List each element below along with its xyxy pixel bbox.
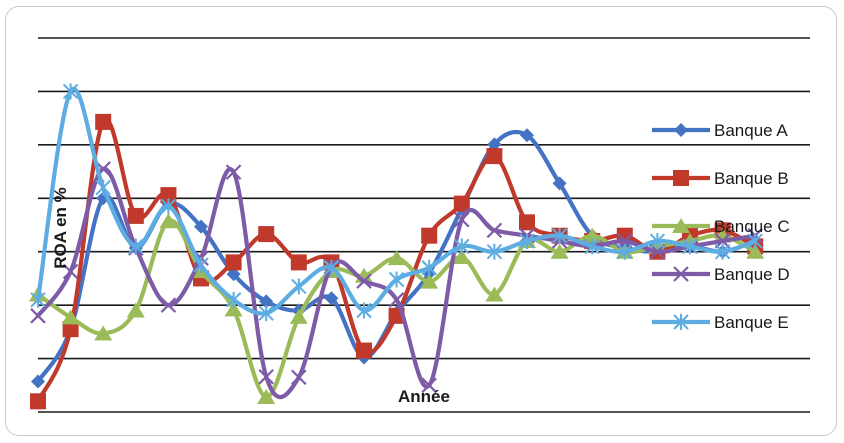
series-layer [29,83,765,410]
data-point [95,179,111,196]
data-point [420,273,439,289]
data-point [257,389,276,405]
data-point [674,123,688,137]
data-point [323,259,340,276]
data-point [30,291,46,308]
data-point [388,271,405,288]
data-point [672,218,690,233]
data-point [225,291,242,308]
legend: Banque A Banque B Banque C Banque D Banque E [652,121,790,332]
data-point [583,227,602,243]
data-point [95,113,112,130]
data-point [62,321,79,338]
data-point [649,233,666,250]
data-point [520,128,534,143]
data-point [160,297,177,313]
data-point [584,238,600,255]
data-point [617,243,633,260]
data-point [225,164,242,180]
data-point [258,368,274,385]
legend-label: Banque A [714,121,788,140]
x-axis-label: Année [398,387,450,406]
legend-item: Banque E [652,313,789,332]
series-banque-e [30,83,763,322]
data-point [160,198,177,215]
legend-item: Banque A [652,121,788,140]
data-point [259,294,274,309]
data-point [356,302,372,319]
data-point [485,286,504,302]
data-point [486,243,503,260]
data-point [258,226,275,243]
data-point [454,238,470,255]
data-point [291,369,307,386]
legend-label: Banque E [714,313,789,332]
data-point [421,227,438,244]
series-line [35,166,758,400]
legend-label: Banque D [714,265,790,284]
data-point [356,342,372,359]
data-point [30,308,46,324]
data-point [224,301,243,317]
data-point [291,278,307,295]
data-point [550,243,569,259]
data-point [225,254,242,271]
data-point [31,374,45,389]
data-point [126,302,145,318]
data-point [747,233,763,250]
data-point [552,176,567,191]
data-point [454,211,470,228]
data-point [714,243,731,260]
data-point [62,263,79,280]
data-point [746,243,765,259]
data-point [421,259,437,276]
data-point [290,254,307,271]
data-point [30,393,46,410]
legend-item: Banque D [652,265,790,284]
data-point [226,267,241,282]
data-point [61,309,80,325]
data-point [486,222,503,239]
data-point [62,83,79,100]
data-point [388,292,405,308]
data-point [160,187,177,204]
legend-item: Banque B [652,169,789,188]
data-point [673,170,689,186]
data-point [356,273,372,289]
data-point [673,314,689,330]
data-point [289,308,308,324]
data-point [127,207,144,224]
data-point [452,249,471,265]
data-point [324,291,339,306]
data-point [421,377,437,394]
y-axis-label: ROA en % [51,187,70,269]
data-point [682,238,698,255]
data-point [673,266,689,282]
data-point [128,238,144,255]
data-point [487,137,502,152]
data-point [519,233,535,250]
data-point [387,250,406,266]
data-point [193,257,209,274]
data-point [453,195,470,212]
legend-label: Banque B [714,169,789,188]
legend-item: Banque C [652,217,790,236]
data-point [486,148,503,165]
data-point [194,219,208,234]
data-point [551,227,568,244]
data-point [159,213,178,229]
data-point [94,325,113,341]
legend-label: Banque C [714,217,790,236]
data-point [258,305,274,322]
data-point [519,214,535,231]
